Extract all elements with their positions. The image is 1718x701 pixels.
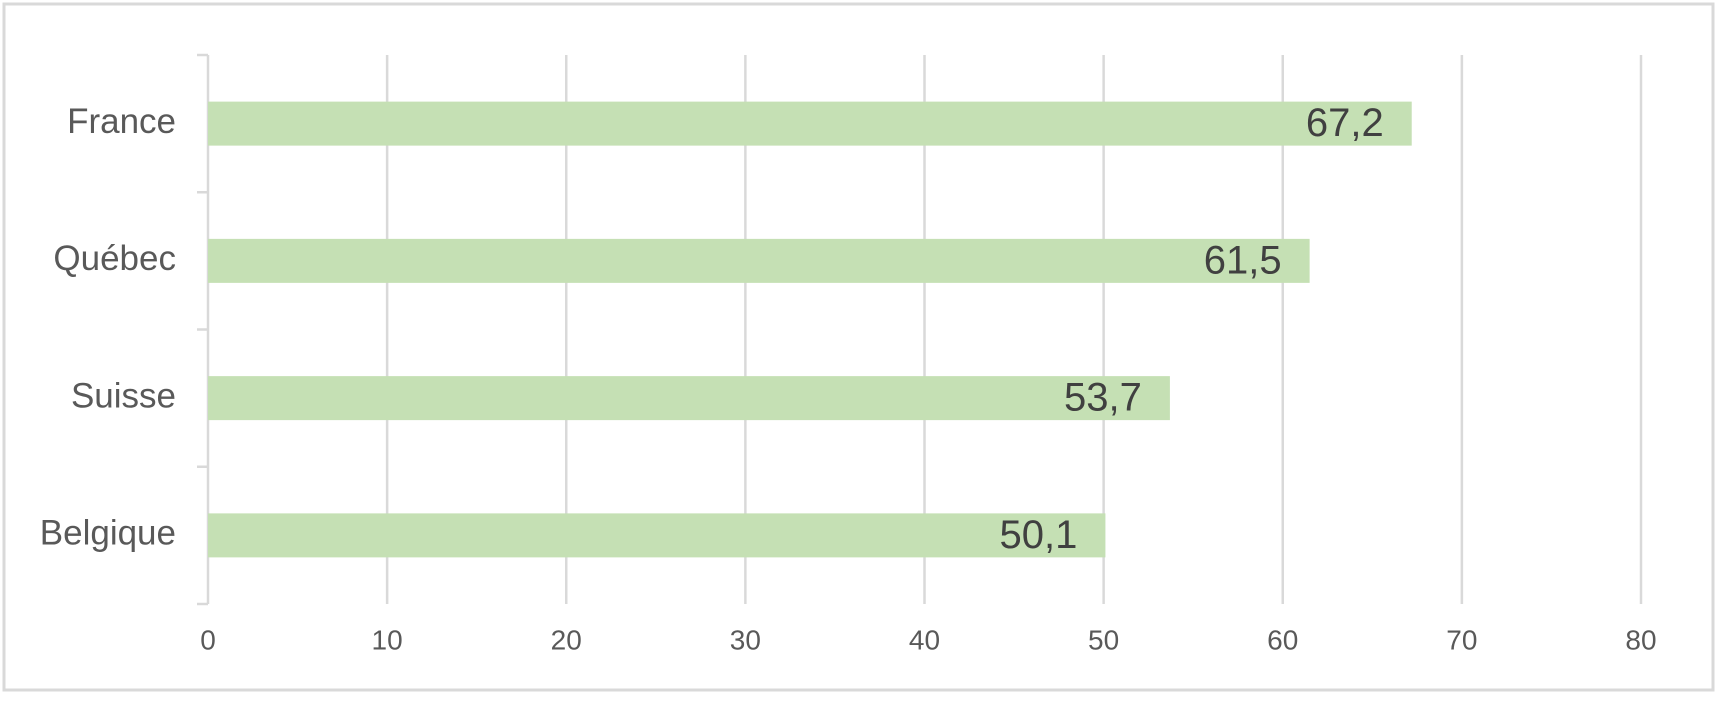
x-tick-label: 40 — [909, 624, 940, 655]
x-tick-label: 30 — [730, 624, 761, 655]
value-label: 50,1 — [1000, 513, 1078, 557]
x-tick-label: 50 — [1088, 624, 1119, 655]
y-tick-label: Belgique — [40, 514, 176, 553]
value-label: 53,7 — [1064, 376, 1142, 420]
x-tick-label: 70 — [1446, 624, 1477, 655]
bar — [208, 376, 1170, 421]
x-tick-label: 0 — [200, 624, 216, 655]
bar — [208, 101, 1412, 146]
bar — [208, 238, 1310, 283]
x-tick-label: 10 — [372, 624, 403, 655]
value-label: 67,2 — [1306, 101, 1384, 145]
x-tick-label: 80 — [1625, 624, 1656, 655]
y-tick-label: France — [67, 102, 176, 141]
y-tick-label: Suisse — [71, 376, 176, 415]
x-tick-label: 60 — [1267, 624, 1298, 655]
x-tick-label: 20 — [551, 624, 582, 655]
y-tick-label: Québec — [53, 239, 176, 278]
bar — [208, 513, 1106, 558]
value-label: 61,5 — [1204, 238, 1282, 282]
